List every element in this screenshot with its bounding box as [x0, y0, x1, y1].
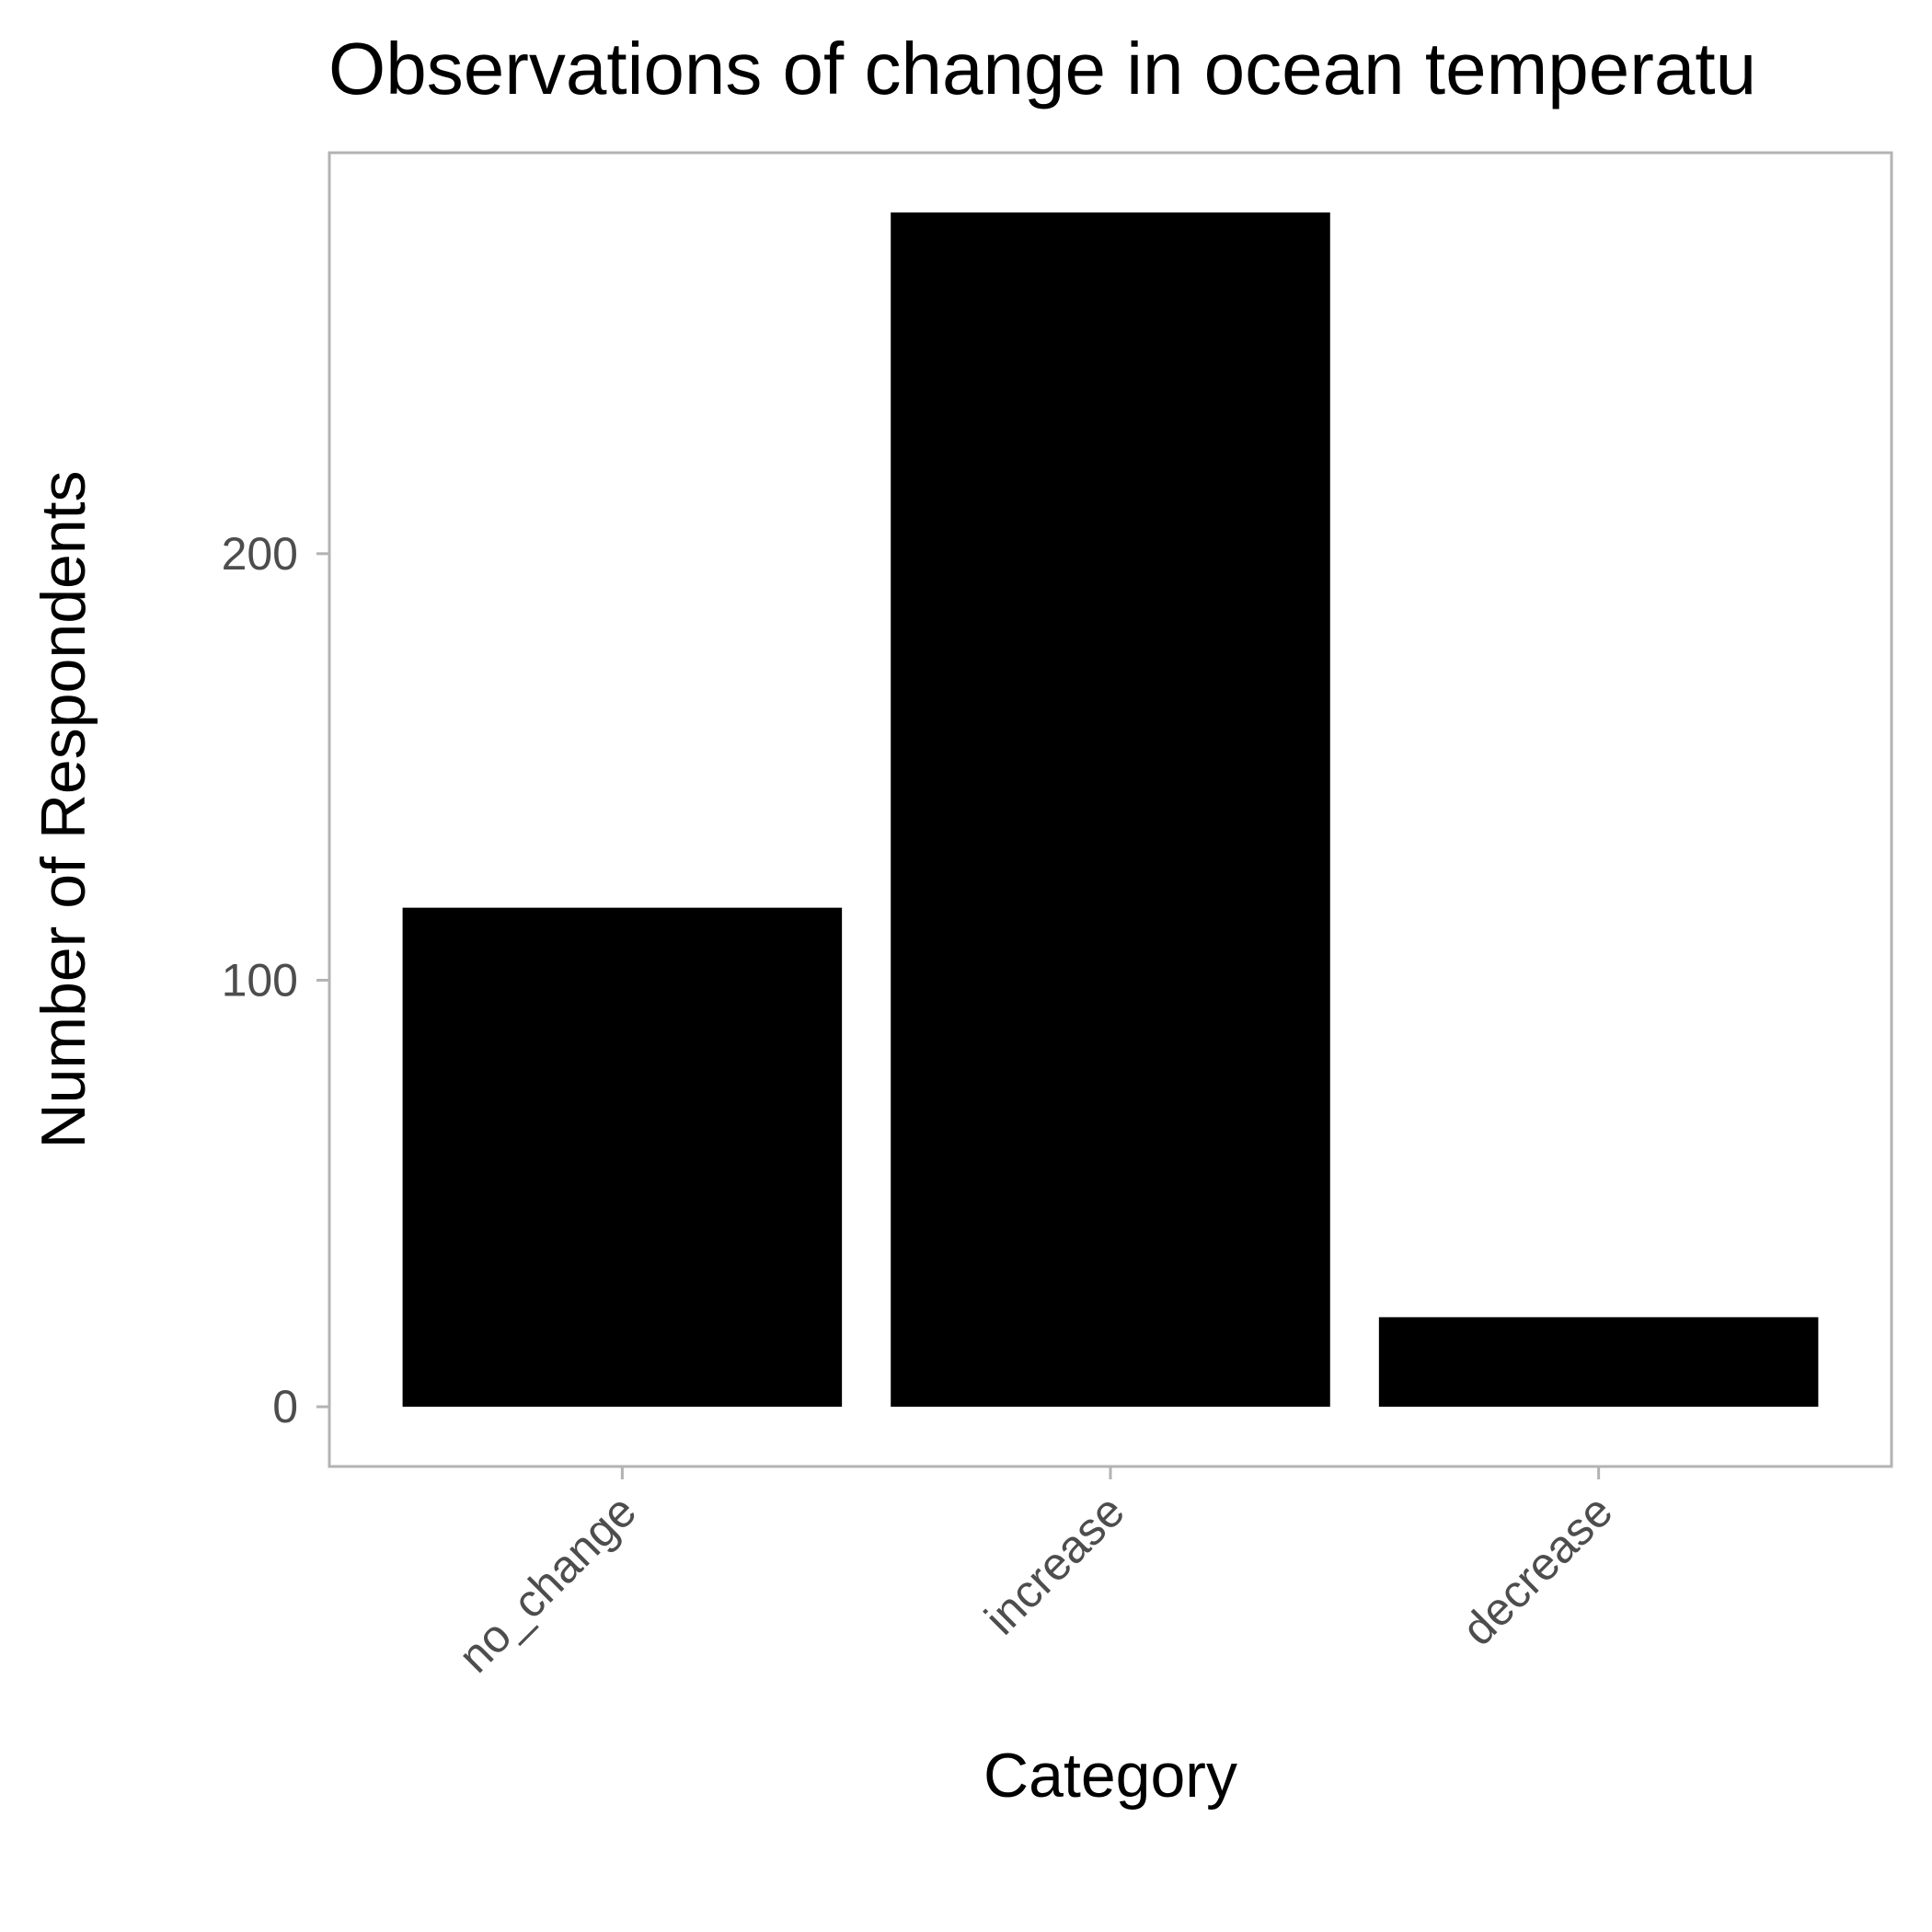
y-tick-label: 100: [222, 954, 298, 1006]
y-tick-label: 200: [222, 528, 298, 580]
x-tick-label-increase: increase: [975, 1485, 1134, 1644]
bar-decrease: [1378, 1317, 1819, 1408]
y-tick-label: 0: [272, 1381, 298, 1432]
x-tick-label-no-change: no_change: [449, 1485, 647, 1683]
chart-title: Observations of change in ocean temperat…: [328, 28, 1756, 109]
y-axis: 0 100 200: [222, 528, 329, 1432]
bar-increase: [891, 212, 1330, 1408]
x-tick-label-decrease: decrease: [1452, 1485, 1622, 1655]
x-axis: no_change increase decrease: [449, 1466, 1622, 1683]
y-axis-title: Number of Respondents: [29, 470, 98, 1148]
x-axis-title: Category: [983, 1741, 1237, 1811]
bars-group: [402, 212, 1819, 1408]
bar-no-change: [402, 907, 843, 1408]
